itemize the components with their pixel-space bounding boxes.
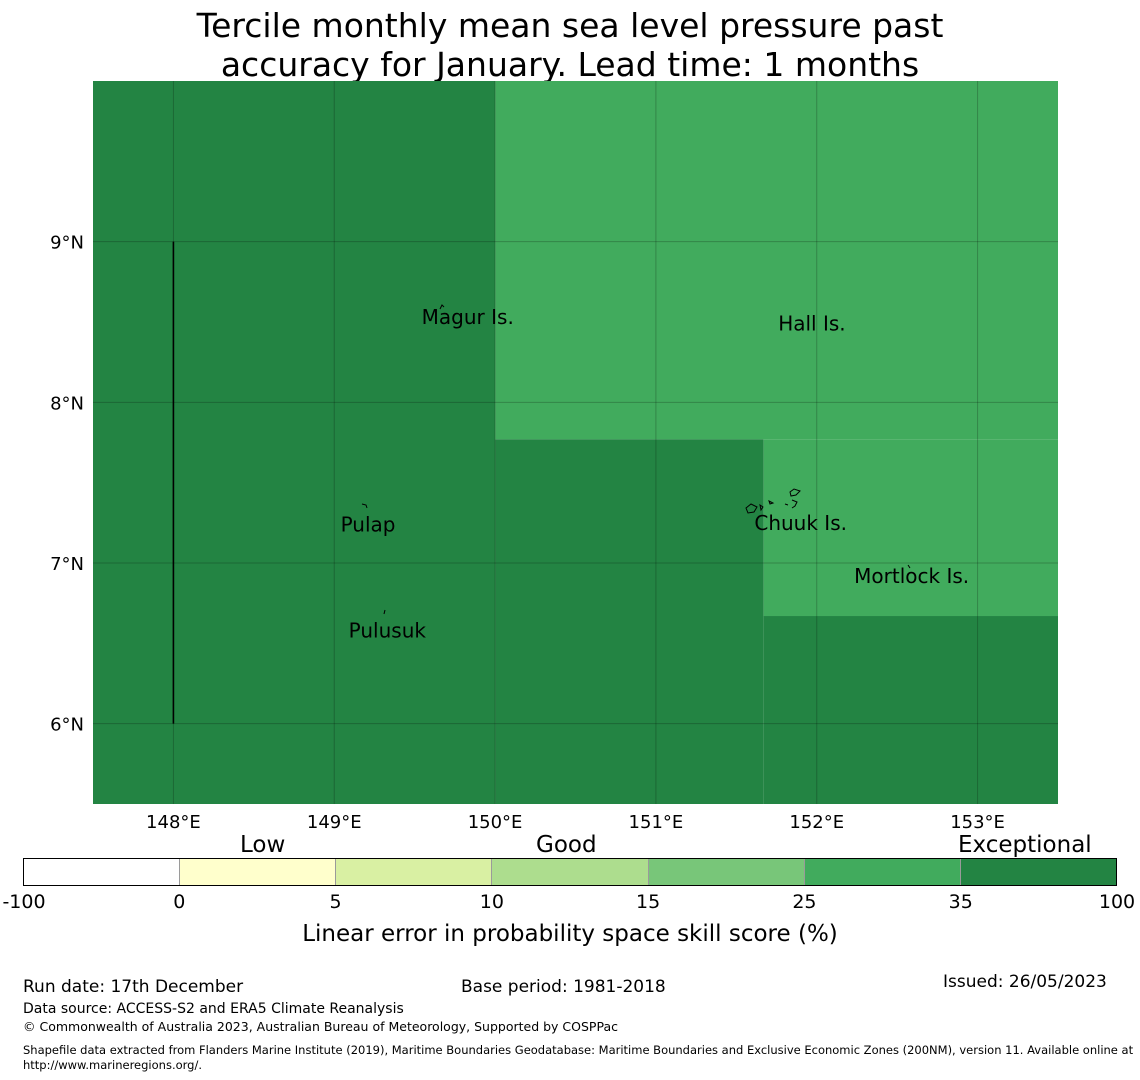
- map-title: Tercile monthly mean sea level pressure …: [0, 6, 1140, 84]
- colorbar-tick-label: 25: [792, 891, 817, 913]
- skill-region-exceptional: [495, 439, 764, 804]
- axis-tick-labels: 9°N 8°N 7°N 6°N 148°E 149°E 150°E 151°E 152°E 153…: [50, 233, 1005, 830]
- colorbar-segment: [804, 859, 961, 885]
- colorbar-segment: [336, 859, 493, 885]
- skill-region-exceptional: [763, 616, 1058, 804]
- lat-tick-label: 8°N: [50, 393, 84, 414]
- place-labels: Magur Is. Hall Is. Pulap Chuuk Is. Mortlock …: [341, 305, 970, 642]
- colorbar-segment: [648, 859, 805, 885]
- graticule: [93, 81, 1058, 804]
- island-pulusuk: [383, 609, 386, 615]
- colorbar-tick-label: 5: [329, 891, 342, 913]
- lon-tick-label: 152°E: [789, 812, 844, 830]
- shapefile-credit: Shapefile data extracted from Flanders M…: [23, 1043, 1134, 1072]
- copyright: © Commonwealth of Australia 2023, Austra…: [23, 1019, 618, 1034]
- colorbar-segment: [180, 859, 337, 885]
- legend-category-good: Good: [536, 832, 597, 858]
- legend-category-exceptional: Exceptional: [958, 832, 1092, 858]
- place-label: Chuuk Is.: [754, 511, 847, 535]
- place-label: Hall Is.: [778, 312, 845, 336]
- skill-region-exceptional: [93, 81, 496, 804]
- island-pulap: [361, 503, 368, 509]
- lat-tick-label: 6°N: [50, 715, 84, 736]
- map-figure: Magur Is. Hall Is. Pulap Chuuk Is. Mortlock …: [50, 81, 1058, 830]
- title-line-1: Tercile monthly mean sea level pressure …: [196, 6, 944, 45]
- colorbar-tick-label: 100: [1098, 891, 1136, 913]
- place-label: Pulusuk: [349, 618, 427, 642]
- island-magur: [439, 304, 445, 310]
- lon-tick-label: 153°E: [950, 812, 1005, 830]
- colorbar-tick-label: 0: [173, 891, 186, 913]
- run-date: Run date: 17th December: [23, 977, 244, 997]
- island-chuuk-reef: [784, 488, 801, 509]
- legend-category-low: Low: [240, 832, 286, 858]
- colorbar-tick-label: -100: [2, 891, 46, 913]
- colorbar: [23, 858, 1117, 886]
- lat-tick-label: 7°N: [50, 554, 84, 575]
- colorbar-tick-label: 35: [948, 891, 973, 913]
- lon-tick-label: 149°E: [307, 812, 362, 830]
- place-label: Mortlock Is.: [854, 564, 969, 588]
- skill-region-good_high: [495, 81, 1058, 440]
- colorbar-label: Linear error in probability space skill …: [302, 921, 838, 947]
- base-period: Base period: 1981-2018: [461, 977, 666, 997]
- island-chuuk-lagoon: [745, 500, 775, 514]
- issued-date: Issued: 26/05/2023: [943, 972, 1107, 992]
- place-label: Magur Is.: [422, 305, 514, 329]
- island-mortlock: [907, 564, 911, 569]
- place-label: Pulap: [341, 512, 396, 536]
- title-line-2: accuracy for January. Lead time: 1 month…: [220, 45, 920, 84]
- lon-tick-label: 150°E: [468, 812, 523, 830]
- data-source: Data source: ACCESS-S2 and ERA5 Climate …: [23, 1001, 404, 1017]
- lon-tick-label: 148°E: [146, 812, 201, 830]
- lon-tick-label: 151°E: [629, 812, 684, 830]
- colorbar-segment: [492, 859, 649, 885]
- colorbar-segment: [24, 859, 181, 885]
- colorbar-segment: [960, 859, 1116, 885]
- colorbar-tick-label: 15: [636, 891, 661, 913]
- skill-regions: [93, 81, 1058, 804]
- skill-region-good_high: [763, 439, 1058, 617]
- island-outlines: [361, 304, 911, 615]
- colorbar-tick-label: 10: [479, 891, 504, 913]
- lat-tick-label: 9°N: [50, 233, 84, 254]
